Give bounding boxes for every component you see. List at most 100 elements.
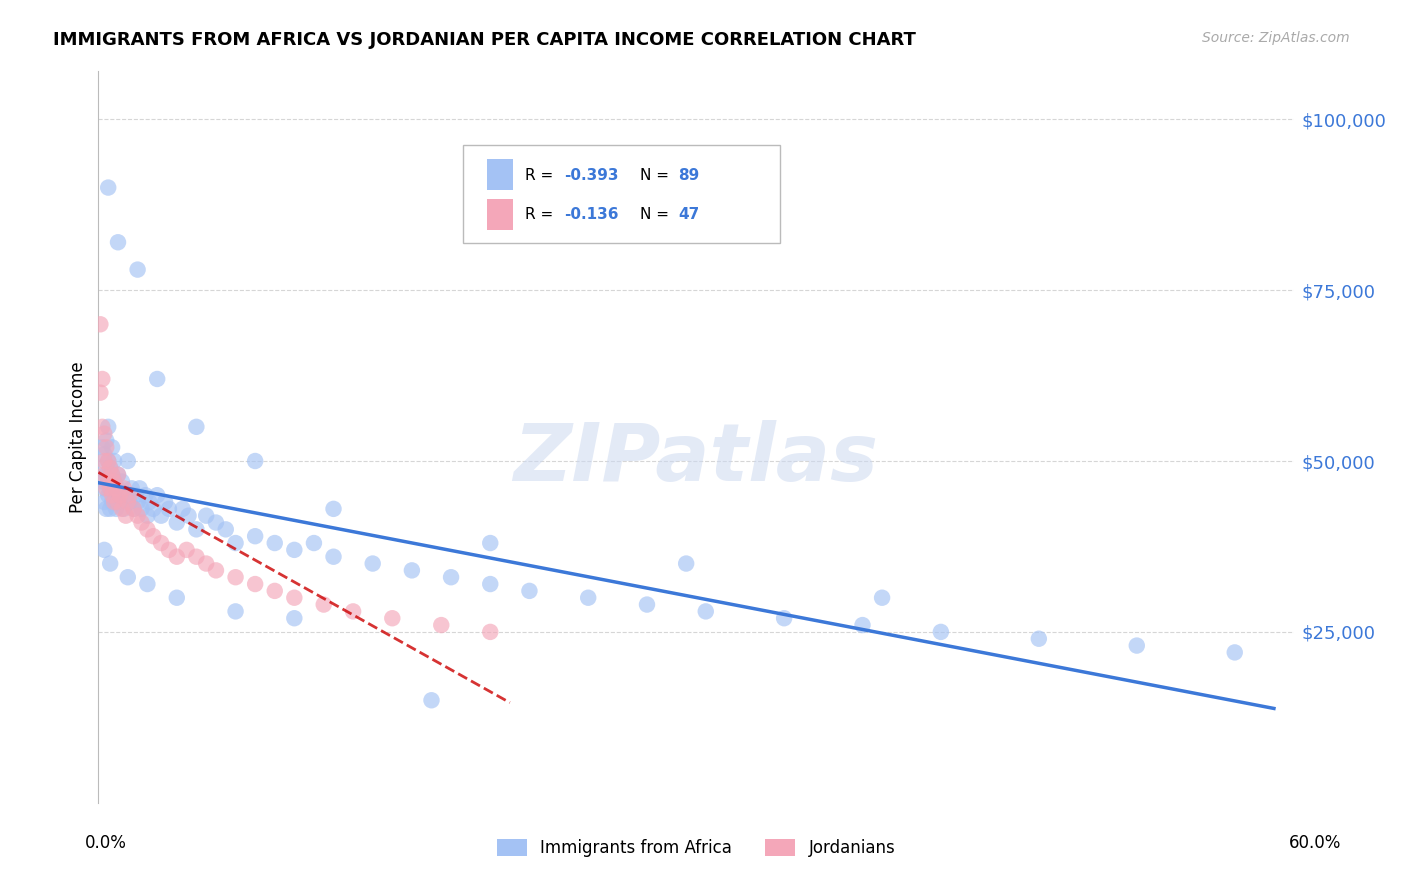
Point <box>107 495 129 509</box>
FancyBboxPatch shape <box>463 145 780 244</box>
Point <box>91 440 114 454</box>
Point <box>117 454 139 468</box>
Point <box>112 481 135 495</box>
Point <box>98 460 121 475</box>
Point <box>138 495 160 509</box>
Point <box>97 180 120 194</box>
Point <box>479 577 502 591</box>
Point <box>695 604 717 618</box>
Point <box>283 611 305 625</box>
Point <box>870 591 893 605</box>
Point <box>929 624 952 639</box>
Point <box>195 508 218 523</box>
Point <box>89 318 111 332</box>
Point <box>136 577 159 591</box>
Point <box>150 508 173 523</box>
Point <box>166 549 188 564</box>
Point <box>105 501 128 516</box>
Text: R =: R = <box>524 168 558 183</box>
Point <box>93 426 115 441</box>
Y-axis label: Per Capita Income: Per Capita Income <box>69 361 87 513</box>
Point <box>166 591 188 605</box>
Point <box>89 460 111 475</box>
Point <box>263 536 285 550</box>
Point <box>103 495 125 509</box>
Point <box>243 454 266 468</box>
Point <box>121 481 143 495</box>
Point <box>118 495 141 509</box>
Point <box>108 488 131 502</box>
Point <box>322 501 344 516</box>
Text: ZIPatlas: ZIPatlas <box>513 420 879 498</box>
Text: Source: ZipAtlas.com: Source: ZipAtlas.com <box>1202 31 1350 45</box>
Point <box>420 693 443 707</box>
Point <box>186 522 208 536</box>
Point <box>157 542 180 557</box>
Point <box>107 481 129 495</box>
Point <box>186 420 208 434</box>
Point <box>93 454 115 468</box>
Point <box>97 420 120 434</box>
Point <box>96 467 118 482</box>
Point <box>142 501 165 516</box>
Point <box>96 481 118 495</box>
Point <box>98 460 121 475</box>
Point <box>91 420 114 434</box>
Text: N =: N = <box>640 208 673 222</box>
Point <box>150 536 173 550</box>
Text: -0.393: -0.393 <box>565 168 619 183</box>
Point <box>98 481 121 495</box>
Point <box>117 570 139 584</box>
Text: 89: 89 <box>678 168 699 183</box>
Point <box>122 501 145 516</box>
Point <box>225 536 247 550</box>
Bar <box>486 199 513 229</box>
Point <box>97 475 120 489</box>
Point <box>98 481 121 495</box>
Point <box>101 495 124 509</box>
Point <box>103 454 125 468</box>
Point <box>243 529 266 543</box>
Point <box>675 557 697 571</box>
Point <box>112 501 135 516</box>
Point <box>101 467 124 482</box>
Point <box>122 501 145 516</box>
Point <box>124 488 146 502</box>
Point <box>283 591 305 605</box>
Point <box>146 372 169 386</box>
Text: 60.0%: 60.0% <box>1288 834 1341 852</box>
Point <box>91 372 114 386</box>
Text: R =: R = <box>524 208 558 222</box>
Point <box>263 583 285 598</box>
Point <box>215 522 238 536</box>
Point <box>177 508 200 523</box>
Point <box>576 591 599 605</box>
Point <box>1126 639 1149 653</box>
Point <box>519 583 541 598</box>
Point <box>101 440 124 454</box>
Point <box>101 467 124 482</box>
Point <box>142 529 165 543</box>
Point <box>166 516 188 530</box>
Point <box>195 557 218 571</box>
Point <box>479 536 502 550</box>
Point <box>117 495 139 509</box>
Point <box>96 501 118 516</box>
Point <box>302 536 325 550</box>
Point <box>103 475 125 489</box>
Point <box>93 447 115 461</box>
Point <box>97 488 120 502</box>
Point <box>401 563 423 577</box>
Bar <box>486 160 513 190</box>
Point <box>381 611 404 625</box>
Point <box>97 454 120 468</box>
Point <box>96 440 118 454</box>
Point <box>205 563 228 577</box>
Point <box>107 235 129 250</box>
Point <box>176 542 198 557</box>
Point <box>107 467 129 482</box>
Point <box>91 475 114 489</box>
Point <box>111 501 134 516</box>
Text: 0.0%: 0.0% <box>84 834 127 852</box>
Point <box>115 488 138 502</box>
